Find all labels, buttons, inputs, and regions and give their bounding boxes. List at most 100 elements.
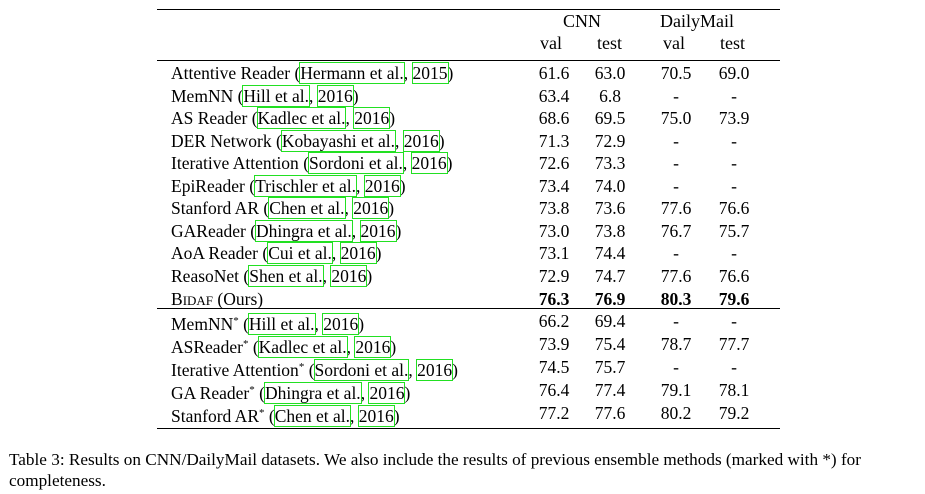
method-name: EpiReader	[171, 175, 245, 196]
method-cell: EpiReader (Trischler et al., 2016)	[171, 174, 406, 197]
citation-year-link[interactable]: 2016	[359, 219, 397, 242]
method-name: Iterative Attention	[171, 153, 299, 174]
method-name: ReasoNet	[171, 265, 240, 286]
value-dm-test: -	[731, 130, 737, 151]
method-cell: MemNN* (Hill et al., 2016)	[171, 313, 365, 335]
table-row: MemNN (Hill et al., 2016) 63.4 6.8 - -	[157, 84, 780, 107]
table-row: AS Reader (Kadlec et al., 2016) 68.6 69.5 7…	[157, 107, 780, 130]
citation-year-link[interactable]: 2016	[339, 242, 377, 265]
citation-link[interactable]: Sordoni et al.	[308, 152, 404, 175]
header-dailymail: DailyMail	[660, 11, 734, 31]
header-cnn-test: test	[597, 33, 622, 53]
value-dm-val: 70.5	[660, 63, 692, 83]
value-cnn-test: 73.6	[594, 198, 626, 219]
value-cnn-val: 68.6	[538, 108, 570, 129]
citation-year-link[interactable]: 2016	[322, 313, 360, 335]
method-cell: Iterative Attention (Sordoni et al., 201…	[171, 152, 453, 175]
value-dm-val: 80.3	[660, 288, 692, 309]
citation-year-link[interactable]: 2016	[368, 382, 406, 405]
ensemble-marker: *	[249, 384, 255, 397]
table-row: GAReader (Dhingra et al., 2016) 73.0 73.8 7…	[157, 219, 780, 242]
table-row-ours: BIDAF (Ours) 76.3 76.9 80.3 79.6	[157, 288, 780, 310]
value-dm-val: -	[673, 311, 679, 331]
citation-link[interactable]: Hill et al.	[247, 313, 316, 335]
citation-link[interactable]: Cui et al.	[267, 242, 333, 265]
header-cnn: CNN	[563, 11, 602, 31]
value-cnn-test: 75.4	[594, 334, 626, 355]
ensemble-rule	[157, 308, 780, 310]
citation-year-link[interactable]: 2016	[357, 405, 395, 428]
citation-year-link[interactable]: 2015	[411, 62, 449, 84]
value-dm-test: -	[731, 243, 737, 264]
value-dm-val: 78.7	[660, 334, 692, 355]
value-cnn-val: 66.2	[538, 311, 570, 331]
value-cnn-test: 74.0	[594, 175, 626, 196]
table-row: Attentive Reader (Hermann et al., 2015) 6…	[157, 62, 780, 84]
top-rule	[157, 9, 780, 11]
ensemble-marker: *	[242, 338, 249, 351]
citation-link[interactable]: Chen et al.	[273, 405, 352, 428]
value-cnn-test: 74.7	[594, 265, 626, 286]
citation-link[interactable]: Kobayashi et al.	[280, 129, 397, 152]
citation-link[interactable]: Kadlec et al.	[256, 107, 347, 130]
header-dm-test: test	[720, 33, 745, 53]
method-cell: ReasoNet (Shen et al., 2016)	[171, 264, 373, 287]
method-name: MemNN	[171, 85, 234, 106]
value-cnn-test: 63.0	[594, 63, 626, 83]
table-row: GA Reader* (Dhingra et al., 2016) 76.4 77.…	[157, 379, 780, 405]
value-cnn-test: 76.9	[594, 288, 626, 309]
citation-year-link[interactable]: 2016	[353, 107, 391, 130]
method-name: ASReader	[171, 337, 243, 358]
citation-link[interactable]: Dhingra et al.	[263, 382, 362, 405]
value-cnn-test: 69.5	[594, 108, 626, 129]
table-row: Iterative Attention* (Sordoni et al., 20…	[157, 356, 780, 382]
table-row: ReasoNet (Shen et al., 2016) 72.9 74.7 77.6…	[157, 264, 780, 287]
method-name: AS Reader	[171, 108, 248, 129]
method-cell: Stanford AR* (Chen et al., 2016)	[171, 405, 400, 428]
value-cnn-test: 75.7	[594, 357, 626, 378]
citation-link[interactable]: Hermann et al.	[299, 62, 405, 84]
citation-link[interactable]: Hill et al.	[242, 84, 311, 107]
value-dm-test: -	[731, 175, 737, 196]
method-name: AoA Reader	[171, 243, 258, 264]
citation-link[interactable]: Kadlec et al.	[257, 336, 348, 359]
value-cnn-val: 63.4	[538, 85, 570, 106]
citation-year-link[interactable]: 2016	[330, 264, 368, 287]
citation-year-link[interactable]: 2016	[316, 84, 354, 107]
value-cnn-test: 77.6	[594, 403, 626, 424]
value-cnn-val: 76.3	[538, 288, 570, 309]
table-row: MemNN* (Hill et al., 2016) 66.2 69.4 - -	[157, 310, 780, 335]
value-dm-val: -	[673, 153, 679, 174]
header-cnn-val: val	[540, 33, 562, 53]
method-cell: GAReader (Dhingra et al., 2016)	[171, 219, 402, 242]
method-name-initial: B	[171, 288, 183, 309]
citation-year-link[interactable]: 2016	[402, 129, 440, 152]
method-cell: Stanford AR (Chen et al., 2016)	[171, 197, 395, 220]
method-cell: AS Reader (Kadlec et al., 2016)	[171, 107, 396, 130]
citation-link[interactable]: Trischler et al.	[254, 174, 357, 197]
value-dm-val: 79.1	[660, 380, 692, 401]
citation-link[interactable]: Shen et al.	[248, 264, 324, 287]
method-name: GAReader	[171, 220, 246, 241]
value-dm-test: 79.6	[718, 288, 750, 309]
value-cnn-val: 76.4	[538, 380, 570, 401]
table-caption: Table 3: Results on CNN/DailyMail datase…	[9, 450, 861, 490]
table-row: Iterative Attention (Sordoni et al., 201…	[157, 152, 780, 175]
citation-year-link[interactable]: 2016	[354, 336, 392, 359]
citation-year-link[interactable]: 2016	[410, 152, 448, 175]
table-row: ASReader* (Kadlec et al., 2016) 73.9 75.4 7…	[157, 333, 780, 359]
value-cnn-test: 74.4	[594, 243, 626, 264]
method-cell: GA Reader* (Dhingra et al., 2016)	[171, 382, 411, 405]
citation-link[interactable]: Dhingra et al.	[255, 219, 353, 242]
table-row: DER Network (Kobayashi et al., 2016) 71.3…	[157, 129, 780, 152]
citation-year-link[interactable]: 2016	[416, 359, 454, 382]
citation-year-link[interactable]: 2016	[363, 174, 401, 197]
citation-link[interactable]: Sordoni et al.	[313, 359, 410, 382]
citation-year-link[interactable]: 2016	[352, 197, 390, 220]
table-row: Stanford AR* (Chen et al., 2016) 77.2 77.6…	[157, 402, 780, 428]
method-name: Iterative Attention	[171, 360, 299, 381]
value-cnn-val: 77.2	[538, 403, 570, 424]
method-cell: AoA Reader (Cui et al., 2016)	[171, 242, 382, 265]
value-dm-test: 69.0	[718, 63, 750, 83]
citation-link[interactable]: Chen et al.	[268, 197, 346, 220]
